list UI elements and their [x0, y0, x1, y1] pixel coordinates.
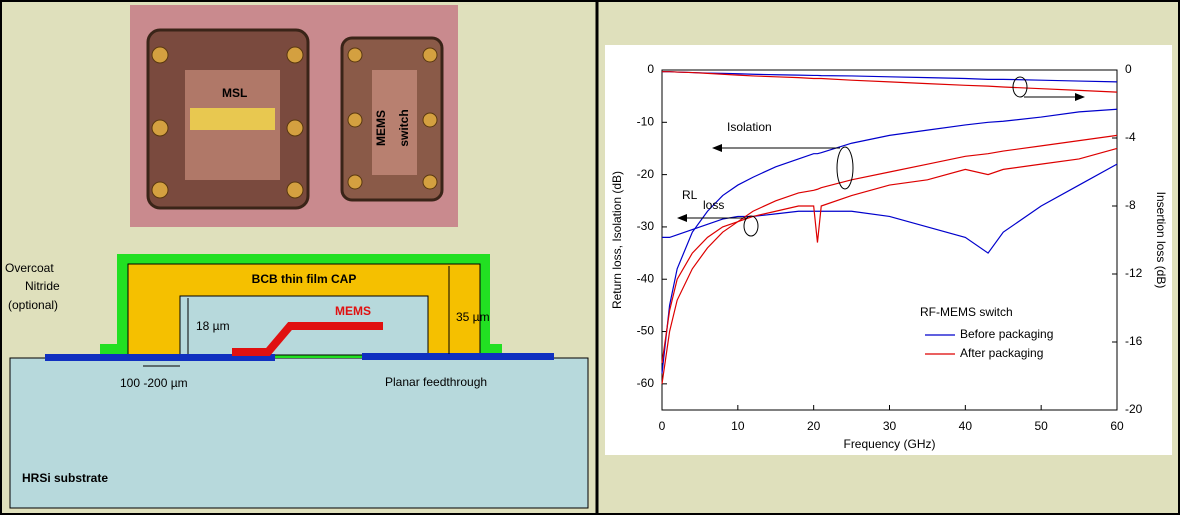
label: Planar feedthrough: [385, 375, 487, 389]
label: HRSi substrate: [22, 471, 108, 485]
photo-label: switch: [397, 109, 411, 146]
x-tick-label: 30: [883, 419, 897, 433]
feedthrough: [362, 353, 554, 360]
legend-label: Before packaging: [960, 327, 1053, 341]
y2-tick-label: -16: [1125, 334, 1143, 348]
photo-label: MSL: [222, 86, 247, 100]
label: Overcoat: [5, 261, 54, 275]
legend-label: After packaging: [960, 346, 1043, 360]
y2-tick-label: -4: [1125, 130, 1136, 144]
x-tick-label: 60: [1110, 419, 1124, 433]
label: MEMS: [335, 304, 371, 318]
y2-axis-label: Insertion loss (dB): [1154, 192, 1168, 289]
label: 100 -200 µm: [120, 376, 188, 390]
y-tick-label: 0: [647, 62, 654, 76]
substrate: [10, 358, 588, 508]
x-tick-label: 10: [731, 419, 745, 433]
annotation: RL: [682, 188, 698, 202]
y-tick-label: -60: [637, 376, 655, 390]
x-tick-label: 50: [1034, 419, 1048, 433]
msl-line: [190, 108, 275, 130]
annotation: loss: [703, 198, 724, 212]
label: (optional): [8, 298, 58, 312]
y-tick-label: -10: [637, 114, 655, 128]
y2-tick-label: -12: [1125, 266, 1143, 280]
y-tick-label: -50: [637, 324, 655, 338]
y-tick-label: -20: [637, 167, 655, 181]
y-tick-label: -40: [637, 271, 655, 285]
y2-tick-label: 0: [1125, 62, 1132, 76]
x-tick-label: 0: [659, 419, 666, 433]
x-tick-label: 40: [959, 419, 973, 433]
figure: MSL MEMS switch Overcoat Nitride (option…: [0, 0, 1180, 515]
y2-tick-label: -20: [1125, 402, 1143, 416]
label: 35 µm: [456, 310, 490, 324]
x-axis-label: Frequency (GHz): [843, 437, 935, 451]
chart-background: [605, 45, 1172, 455]
y-tick-label: -30: [637, 219, 655, 233]
x-tick-label: 20: [807, 419, 821, 433]
photo-label: MEMS: [374, 110, 388, 146]
legend-title: RF-MEMS switch: [920, 305, 1013, 319]
y2-tick-label: -8: [1125, 198, 1136, 212]
label: Nitride: [25, 279, 60, 293]
label: BCB thin film CAP: [252, 272, 357, 286]
annotation: Isolation: [727, 120, 772, 134]
label: 18 µm: [196, 319, 230, 333]
y-axis-label: Return loss, Isolation (dB): [610, 171, 624, 309]
